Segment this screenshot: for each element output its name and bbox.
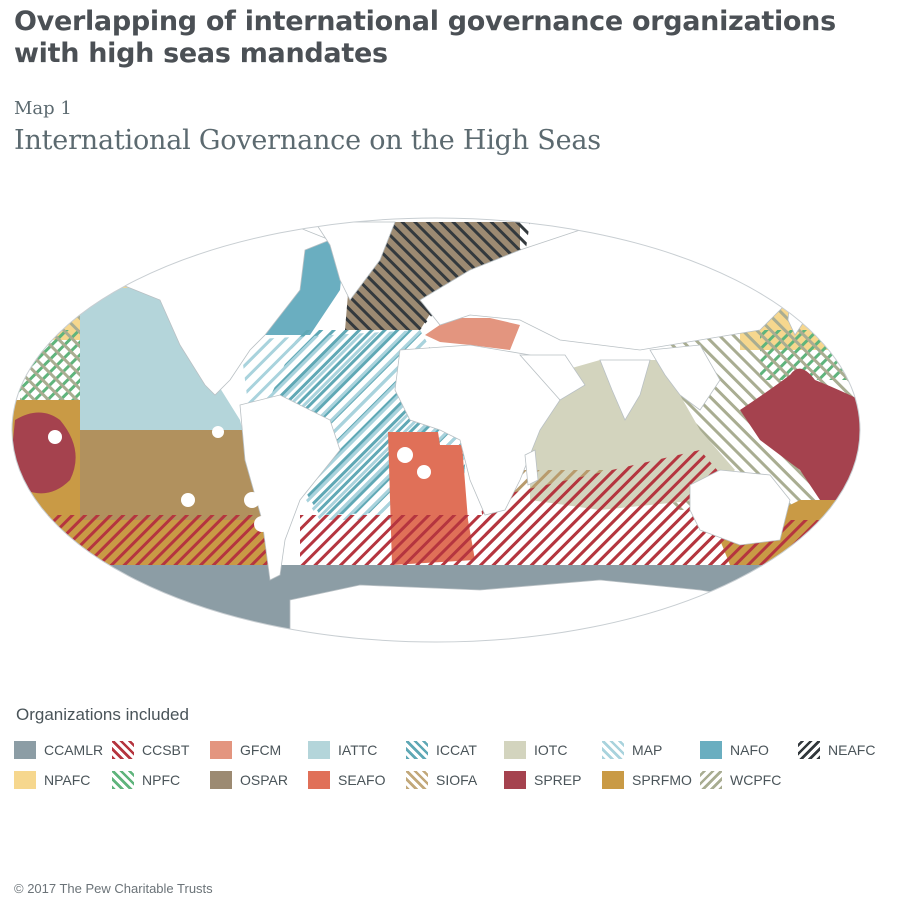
- gfcm-area: [425, 318, 520, 350]
- madagascar-land: [524, 449, 539, 486]
- legend-item-npafc: NPAFC: [14, 770, 90, 790]
- legend-swatch: [602, 771, 624, 789]
- legend-label: OSPAR: [240, 772, 288, 788]
- legend-swatch: [406, 741, 428, 759]
- legend-item-npfc: NPFC: [112, 770, 180, 790]
- legend-swatch: [14, 741, 36, 759]
- eez-hole: [254, 516, 270, 532]
- ccsbt-area-indian: [480, 450, 760, 580]
- eez-hole: [397, 447, 413, 463]
- map-title: Overlapping of international governance …: [14, 6, 836, 69]
- legend-item-map: MAP: [602, 740, 662, 760]
- legend-swatch: [112, 741, 134, 759]
- legend-label: IATTC: [338, 742, 378, 758]
- legend-item-gfcm: GFCM: [210, 740, 281, 760]
- legend-item-nafo: NAFO: [700, 740, 769, 760]
- legend-item-ospar: OSPAR: [210, 770, 288, 790]
- legend-swatch: [700, 771, 722, 789]
- legend-item-sprep: SPREP: [504, 770, 581, 790]
- legend-swatch: [308, 771, 330, 789]
- legend-swatch: [700, 741, 722, 759]
- legend-label: CCAMLR: [44, 742, 104, 758]
- eez-hole: [181, 493, 195, 507]
- legend-label: IOTC: [534, 742, 568, 758]
- map-number-label: Map 1: [14, 98, 72, 119]
- legend-label: ICCAT: [436, 742, 477, 758]
- ccsbt-area-atlantic: [300, 515, 500, 565]
- legend-item-seafo: SEAFO: [308, 770, 385, 790]
- legend-swatch: [504, 741, 526, 759]
- copyright-credit: © 2017 The Pew Charitable Trusts: [14, 881, 213, 896]
- legend-swatch: [210, 741, 232, 759]
- antarctica-land: [289, 579, 761, 642]
- world-map: [11, 217, 861, 643]
- eez-hole: [417, 465, 431, 479]
- legend-label: GFCM: [240, 742, 282, 758]
- legend-item-iattc: IATTC: [308, 740, 377, 760]
- southeast-asia-land: [649, 344, 721, 411]
- legend-label: NAFO: [730, 742, 769, 758]
- legend-label: MAP: [632, 742, 663, 758]
- legend-label: SPRFMO: [632, 772, 692, 788]
- legend-title: Organizations included: [16, 705, 189, 724]
- new-zealand-land: [817, 534, 836, 573]
- legend-label: SIOFA: [436, 772, 478, 788]
- india-land: [599, 359, 651, 421]
- legend-label: WCPFC: [730, 772, 782, 788]
- eez-hole: [244, 492, 260, 508]
- legend-swatch: [112, 771, 134, 789]
- arabia-land: [519, 354, 586, 401]
- eez-hole: [212, 426, 224, 438]
- legend-item-wcpfc: WCPFC: [700, 770, 781, 790]
- legend-swatch: [210, 771, 232, 789]
- legend-label: NPAFC: [44, 772, 91, 788]
- legend-label: SEAFO: [338, 772, 386, 788]
- legend-swatch: [14, 771, 36, 789]
- legend-label: SPREP: [534, 772, 582, 788]
- legend-swatch: [602, 741, 624, 759]
- nafo-area: [265, 238, 345, 335]
- legend-label: NPFC: [142, 772, 181, 788]
- map-subtitle: International Governance on the High Sea…: [14, 125, 601, 156]
- legend-item-siofa: SIOFA: [406, 770, 477, 790]
- legend-item-iotc: IOTC: [504, 740, 567, 760]
- eez-hole: [48, 430, 62, 444]
- legend-item-sprfmo: SPRFMO: [602, 770, 692, 790]
- legend-item-iccat: ICCAT: [406, 740, 477, 760]
- globe-outline: [11, 217, 861, 643]
- legend-swatch: [504, 771, 526, 789]
- legend-item-ccamlr: CCAMLR: [14, 740, 103, 760]
- legend-swatch: [798, 741, 820, 759]
- legend-item-ccsbt: CCSBT: [112, 740, 189, 760]
- legend-swatch: [308, 741, 330, 759]
- legend-swatch: [406, 771, 428, 789]
- neafc-area: [345, 222, 530, 330]
- legend-label: CCSBT: [142, 742, 190, 758]
- sprep-area-west: [740, 368, 860, 500]
- legend-item-neafc: NEAFC: [798, 740, 875, 760]
- legend-label: NEAFC: [828, 742, 876, 758]
- australia-land: [689, 469, 791, 546]
- ospar-area-pacific: [80, 430, 270, 520]
- greenland-land: [314, 221, 396, 301]
